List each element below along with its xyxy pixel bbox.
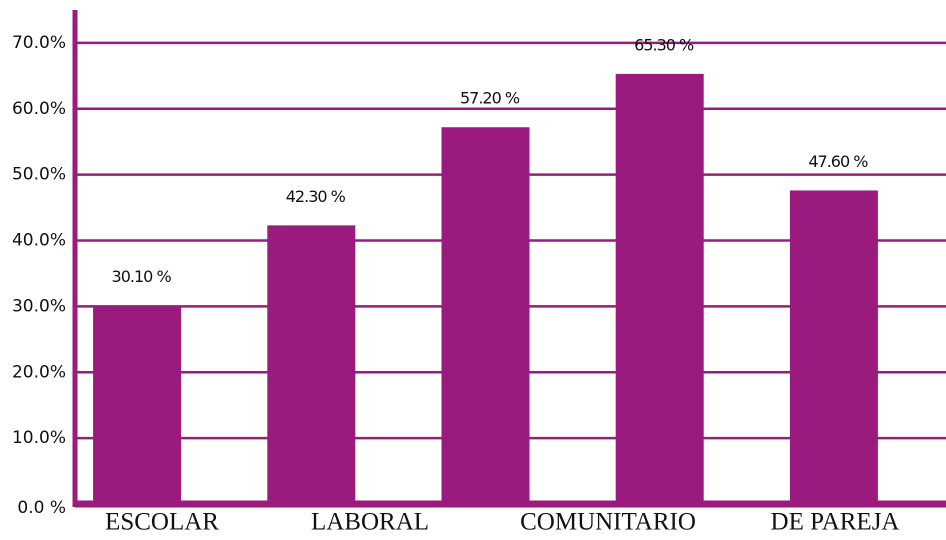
- x-tick-label: DE PAREJA: [771, 509, 900, 536]
- value-label: 57.20 %: [460, 89, 520, 108]
- value-label: 30.10 %: [112, 267, 172, 286]
- y-tick-label: 60.0%: [12, 99, 66, 119]
- bar: [789, 190, 878, 504]
- bar: [93, 305, 182, 504]
- x-tick-label: ESCOLAR: [105, 509, 219, 536]
- value-label: 65.30 %: [634, 35, 694, 54]
- y-tick-label: 40.0%: [12, 231, 66, 251]
- bar: [267, 225, 356, 504]
- value-label: 42.30 %: [286, 187, 346, 206]
- y-tick-label: 0.0 %: [17, 498, 66, 518]
- y-tick-label: 20.0%: [12, 362, 66, 382]
- y-tick-label: 30.0%: [12, 296, 66, 316]
- y-tick-label: 10.0%: [12, 428, 66, 448]
- bar: [615, 73, 704, 505]
- x-tick-label: LABORAL: [311, 509, 429, 536]
- y-tick-label: 50.0%: [12, 165, 66, 185]
- y-tick-label: 70.0%: [12, 33, 66, 53]
- value-label: 47.60 %: [808, 152, 868, 171]
- x-tick-label: COMUNITARIO: [520, 509, 696, 536]
- bar: [441, 127, 530, 504]
